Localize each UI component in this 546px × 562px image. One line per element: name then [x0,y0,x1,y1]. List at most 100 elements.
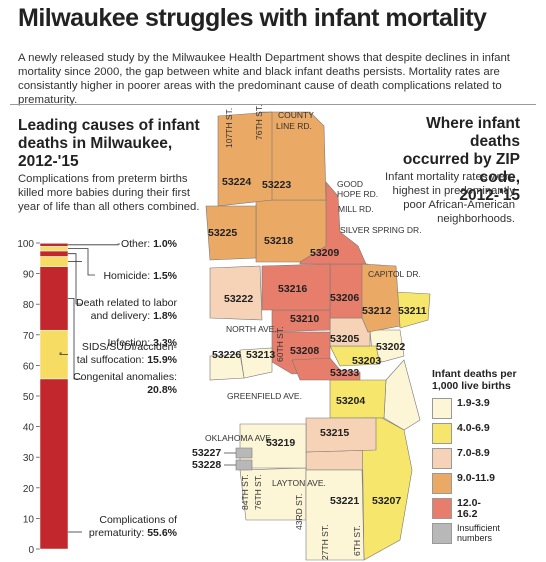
y-tick-label: 30 [23,453,35,464]
street-layton: LAYTON AVE. [272,478,326,488]
zip-region [395,291,431,329]
zip-region [255,199,327,263]
zip-label: 53204 [336,395,365,407]
callout-label: SIDS/SUDI/acciden- [82,341,178,353]
zip-label: 53206 [330,292,359,304]
right-heading: Where infant deaths occurred by ZIP code… [380,115,520,205]
street-6th: 6TH ST. [352,525,362,556]
callout-label: tal suffocation: 15.9% [77,354,178,366]
callout: Homicide: 1.5% [68,248,178,282]
zip-label: 53211 [398,305,427,317]
zip-region [239,423,307,469]
callout-label: Infection: 3.3% [108,337,178,349]
y-tick-label: 50 [23,392,35,403]
legend-swatch [432,448,452,469]
callout-label: and delivery: 1.8% [91,310,178,322]
legend-item: 1.9-3.9 [432,398,544,423]
legend-swatch [432,473,452,494]
zip-region [305,469,365,561]
legend-swatch [432,498,452,519]
callout-label: Homicide: 1.5% [103,270,177,282]
map-legend: Infant deaths per 1,000 live births 1.9-… [432,368,544,548]
legend-item: 7.0-8.9 [432,448,544,473]
y-tick-label: 40 [23,423,35,434]
zip-region [205,205,257,261]
zip-region [235,459,253,471]
zip-label: 53213 [246,349,275,361]
left-subtext: Complications from preterm births killed… [18,173,200,213]
zip-region [209,265,263,321]
zip-label: 53233 [330,367,359,379]
street-76th: 76TH ST. [254,105,264,140]
zip-label: 53212 [362,305,391,317]
zip-label: 53216 [278,283,307,295]
street-mill: MILL RD. [338,204,374,214]
legend-label: 7.0-8.9 [457,447,490,459]
zip-region [261,111,327,201]
zip-region [369,329,405,363]
zip-label: 53228 [192,459,221,471]
zip-label: 53209 [310,247,339,259]
zip-region [361,417,413,561]
zip-region [239,347,273,379]
street-good-hope-1: GOOD [337,179,363,189]
left-heading: Leading causes of infant deaths in Milwa… [18,117,200,171]
bar-segment [39,250,69,257]
legend-item-insufficient: Insufficient numbers [432,523,544,548]
zip-region [299,181,367,265]
bar-segment [39,246,69,252]
zip-label: 53222 [224,293,253,305]
right-heading-line2: occurred by ZIP code, [402,151,520,186]
street-84th: 84TH ST. [240,475,250,510]
y-tick-label: 80 [23,300,35,311]
legend-label: 12.0-16.2 [457,497,481,520]
zip-region [329,345,381,367]
street-county-line-1: COUNTY [278,110,314,120]
y-tick-label: 70 [23,331,35,342]
street-60th: 60TH ST. [275,327,285,362]
zip-region [235,447,253,459]
zip-region [361,263,401,333]
section-divider [10,104,536,105]
callout: SIDS/SUDI/acciden-tal suffocation: 15.9% [59,341,178,366]
right-heading-line1: Where infant deaths [426,115,520,150]
zip-label: 53207 [372,495,401,507]
zip-region [261,263,331,311]
legend-item: 9.0-11.9 [432,473,544,498]
zip-label: 53218 [264,235,293,247]
left-heading-line3: 2012-'15 [18,153,79,170]
street-silver-spring: SILVER SPRING DR. [340,225,422,235]
callout: Congenital anomalies:20.8% [68,297,178,396]
left-heading-line1: Leading causes of infant [18,117,200,134]
street-43rd: 43RD ST. [294,494,304,530]
street-oklahoma: OKLAHOMA AVE. [205,433,273,443]
callout-label: Other: 1.0% [121,238,178,250]
zip-region [305,417,377,453]
street-county-line-2: LINE RD. [276,121,312,131]
zip-label: 53203 [352,355,381,367]
zip-region [271,331,331,375]
legend-swatch [432,523,452,544]
street-greenfield: GREENFIELD AVE. [227,391,302,401]
zip-label: 53205 [330,333,359,345]
left-heading-line2: deaths in Milwaukee, [18,135,173,152]
zip-region [271,309,331,333]
callout: Other: 1.0% [68,238,178,250]
intro-text: A newly released study by the Milwaukee … [18,52,510,106]
callout-label: Complications of [99,514,177,526]
callout-label: prematurity: 55.6% [89,527,178,539]
y-tick-label: 20 [23,484,35,495]
bar-segment [39,329,69,380]
callout-label: Congenital anomalies: [73,371,177,383]
legend-label: 1.9-3.9 [457,397,490,409]
zip-label: 53225 [208,227,237,239]
legend-label: Insufficient numbers [457,523,500,543]
y-tick-label: 100 [17,239,34,250]
zip-region [329,379,387,419]
zip-region [291,357,361,381]
zip-region [217,111,273,207]
zip-label: 53223 [262,179,291,191]
street-capitol: CAPITOL DR. [368,269,421,279]
street-107th: 107TH ST. [224,108,234,148]
